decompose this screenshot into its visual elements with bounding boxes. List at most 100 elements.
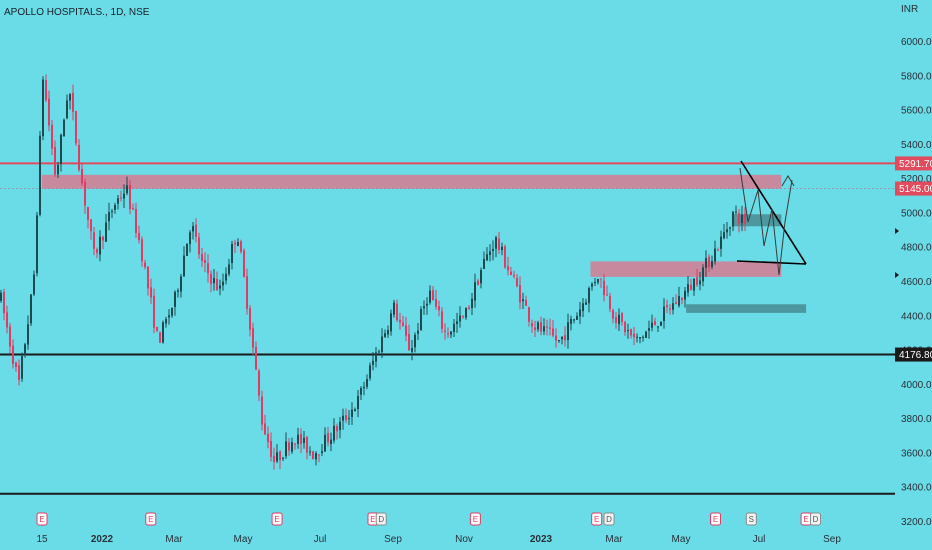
candle: [129, 180, 131, 215]
candle: [42, 76, 44, 141]
price-tag: 4176.80: [895, 347, 932, 362]
x-tick-label: Sep: [823, 534, 841, 545]
candle: [651, 314, 653, 332]
candle: [60, 133, 62, 172]
candle: [666, 299, 668, 313]
candle: [90, 219, 92, 240]
candle: [447, 327, 449, 338]
candle: [672, 297, 674, 315]
candle: [201, 247, 203, 267]
candle: [240, 239, 242, 254]
x-tick-label: 15: [36, 534, 48, 545]
y-tick-label: 4000.00: [901, 380, 932, 391]
candle: [393, 299, 395, 318]
candle: [552, 320, 554, 338]
candle: [726, 221, 728, 239]
candle: [75, 110, 77, 146]
candle: [627, 323, 629, 339]
candle: [123, 184, 125, 208]
event-marker[interactable]: E: [591, 512, 603, 526]
candle: [717, 247, 719, 251]
candle: [588, 286, 590, 313]
lines-layer: [0, 162, 895, 495]
candle: [150, 278, 152, 304]
trendline-lower[interactable]: [736, 260, 807, 265]
candle: [336, 423, 338, 440]
resistance-zone[interactable]: [42, 174, 782, 189]
candle: [114, 202, 116, 214]
candle: [426, 297, 428, 315]
projection-path[interactable]: [739, 167, 793, 276]
x-tick-label: Mar: [605, 534, 623, 545]
candle: [489, 244, 491, 262]
candle: [417, 322, 419, 341]
candle: [366, 374, 368, 390]
candle: [39, 131, 41, 217]
resistance-zone[interactable]: [590, 261, 782, 277]
event-marker[interactable]: E: [800, 512, 812, 526]
candle: [54, 140, 56, 177]
event-marker[interactable]: E: [271, 512, 283, 526]
candle: [471, 293, 473, 316]
candle: [645, 330, 647, 339]
candle: [219, 279, 221, 296]
candle: [282, 457, 284, 461]
candle: [732, 210, 734, 232]
candle: [420, 306, 422, 331]
candle: [372, 352, 374, 371]
event-marker[interactable]: E: [710, 512, 722, 526]
candle: [660, 321, 662, 327]
candle: [66, 94, 68, 120]
x-tick-label: May: [234, 534, 253, 545]
candle: [9, 322, 11, 354]
candle: [237, 238, 239, 247]
event-marker[interactable]: E: [145, 512, 157, 526]
candle: [249, 304, 251, 337]
candle: [630, 328, 632, 339]
event-marker-label: D: [606, 515, 612, 524]
candle: [156, 326, 158, 333]
candle: [708, 254, 710, 272]
y-tick-label: 4400.00: [901, 311, 932, 322]
candle: [693, 278, 695, 296]
candle: [402, 315, 404, 327]
event-marker[interactable]: S: [745, 512, 757, 526]
candle: [738, 208, 740, 233]
candle: [399, 312, 401, 330]
y-tick-label: 5200.00: [901, 174, 932, 185]
candle: [105, 214, 107, 243]
support-zone[interactable]: [686, 304, 807, 313]
candle: [267, 426, 269, 449]
x-tick-label: Jul: [314, 534, 327, 545]
event-marker-label: D: [378, 515, 384, 524]
y-tick-label: 4600.00: [901, 277, 932, 288]
candle: [639, 337, 641, 344]
event-marker[interactable]: D: [810, 512, 822, 526]
candle: [579, 302, 581, 325]
trendline-upper[interactable]: [740, 160, 807, 265]
price-tag-label: 5145.00: [899, 184, 932, 195]
candle: [141, 236, 143, 267]
candle: [468, 304, 470, 311]
candle: [501, 242, 503, 256]
candle: [609, 292, 611, 313]
candle: [63, 118, 65, 137]
candle: [216, 271, 218, 291]
candle: [342, 408, 344, 430]
candle: [171, 307, 173, 318]
candle: [255, 341, 257, 371]
candle: [681, 297, 683, 305]
y-tick-label: 5600.00: [901, 106, 932, 117]
candle: [264, 414, 266, 435]
event-marker[interactable]: E: [469, 512, 481, 526]
event-marker[interactable]: D: [603, 512, 615, 526]
symbol-title: APOLLO HOSPITALS., 1D, NSE: [4, 7, 150, 18]
candle: [723, 223, 725, 240]
candle: [687, 275, 689, 297]
candle: [363, 381, 365, 396]
candle: [462, 315, 464, 319]
event-marker[interactable]: E: [36, 512, 48, 526]
event-marker[interactable]: D: [375, 512, 387, 526]
